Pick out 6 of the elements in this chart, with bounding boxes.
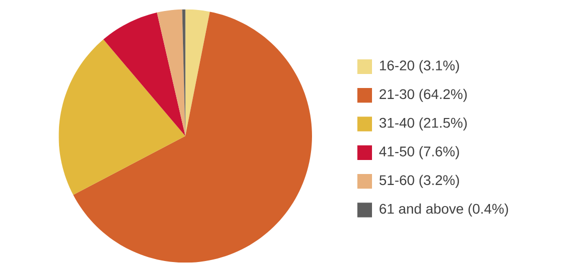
legend-label: 31-40 (21.5%): [379, 117, 467, 131]
legend-label: 41-50 (7.6%): [379, 146, 459, 160]
legend-label: 61 and above (0.4%): [380, 203, 508, 217]
legend-label: 21-30 (64.2%): [380, 88, 467, 102]
legend-label: 16-20 (3.1%): [380, 60, 459, 74]
legend-label: 51-60 (3.2%): [380, 174, 459, 188]
